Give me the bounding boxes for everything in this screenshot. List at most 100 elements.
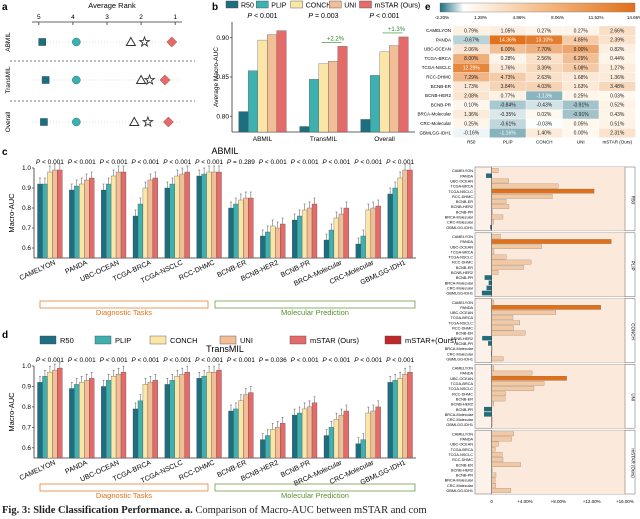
- heatmap-cell-value: 0.25%: [464, 121, 479, 127]
- panel-b-letter: b: [212, 2, 218, 13]
- bar-plip: [360, 235, 366, 259]
- panel-a-title: Average Rank: [88, 1, 136, 10]
- bar-r50: [292, 414, 298, 459]
- bar-uni: [338, 213, 345, 259]
- bar-r50: [196, 175, 202, 259]
- panel-c: c ABMIL 0.6 0.7 0.8 0.9 1.0 P < 0.001 CAMELYON P …: [2, 146, 416, 317]
- bar-mstar-ours-: [375, 205, 381, 259]
- bar-plip: [392, 380, 398, 459]
- panel-d: TransMIL 0.6 0.7 0.8 0.9 1.0 P < 0.001 CAMELYON…: [7, 344, 416, 500]
- bar-uni: [115, 374, 122, 459]
- improvement-bar: [485, 173, 492, 179]
- p-symbol: P: [354, 159, 359, 166]
- category-label: CAMELYON: [19, 259, 57, 282]
- p-value: P < 0.001: [386, 159, 414, 166]
- bar-mstar-ours-: [407, 371, 413, 459]
- legend-swatch: [149, 335, 167, 345]
- improvement-row-label: BCNB-ER: [456, 200, 473, 204]
- bar-plip: [74, 384, 80, 459]
- bar-mstar-ours-: [398, 36, 409, 133]
- bar-conch: [318, 63, 329, 133]
- improvement-row-label: BRCA-Molecular: [445, 479, 474, 483]
- heatmap-cell-value: 4.03%: [537, 84, 552, 90]
- bar-r50: [132, 408, 139, 459]
- figure-caption: Fig. 3: Slide Classification Performance…: [2, 505, 638, 519]
- p-symbol: P: [227, 357, 232, 364]
- bar-uni: [402, 169, 408, 259]
- improvement-bar: [491, 315, 514, 320]
- improvement-row-label: TCGA-BRCA: [451, 250, 474, 254]
- bar-plip: [105, 380, 112, 459]
- p-value: P < 0.001: [68, 357, 96, 364]
- bar-plip: [42, 376, 48, 459]
- y-tick-label: 0.85: [216, 74, 229, 81]
- panel-e: e -2.20% 1.28% 4.86% 8.06% 11.52% 14.66% CAMELY…: [417, 2, 640, 504]
- improvement-row-label: TCGA-NSCLC: [448, 190, 473, 194]
- y-tick-label: 0.7: [22, 225, 31, 232]
- improvement-bar: [491, 265, 524, 270]
- bar-plip: [328, 229, 335, 259]
- improvement-bar: [491, 436, 512, 442]
- improvement-row-label: TCGA-NSCLC: [448, 321, 473, 325]
- heatmap-row-label: GBMLGG-IDH1: [419, 130, 451, 135]
- bar-mstar-ours-: [216, 171, 222, 259]
- improvement-bar: [491, 483, 497, 488]
- bar-uni: [147, 179, 154, 259]
- bar-uni: [370, 410, 376, 459]
- bar-conch: [238, 400, 244, 459]
- improvement-row-label: BCNB-ER: [456, 463, 473, 467]
- improvement-group-label: PLIP: [631, 261, 636, 271]
- improvement-row-label: GBMLGG-IDH1: [446, 489, 473, 493]
- legend-swatch: [289, 335, 307, 345]
- heatmap-cell-value: 0.03%: [610, 93, 625, 99]
- legend-swatch: [225, 0, 239, 9]
- improvement-row-label: CAMELYON: [452, 432, 473, 436]
- panel-b-legend: R50 PLIP CONCH UNI mSTAR (Ours): [225, 0, 420, 10]
- heatmap-column-label: CONCH: [536, 140, 553, 145]
- p-value: P < 0.001: [68, 159, 96, 166]
- improvement-row-label: GBMLGG-IDH1: [446, 423, 473, 427]
- p-value: P < 0.001: [354, 159, 382, 166]
- bar-conch: [301, 408, 308, 459]
- mol-label: Molecular Prediction: [281, 491, 349, 500]
- bar-mstar-ours-: [89, 378, 95, 459]
- bar-conch: [206, 171, 212, 259]
- p-value: P < 0.001: [227, 357, 255, 364]
- bar-mstar-ours-: [216, 369, 222, 459]
- bar-conch: [79, 183, 85, 259]
- bar-uni: [275, 427, 281, 459]
- bar-uni: [243, 394, 249, 459]
- bar-r50: [355, 443, 361, 459]
- bar-mstar-ours-: [184, 371, 190, 459]
- legend-swatch: [329, 0, 342, 9]
- improvement-bar: [491, 183, 559, 189]
- heatmap-cell-value: 0.10%: [464, 103, 479, 109]
- bar-r50: [69, 189, 75, 259]
- improvement-bar: [491, 477, 496, 483]
- heatmap-cell-value: 2.56%: [537, 56, 552, 62]
- bar-r50: [37, 382, 43, 459]
- improvement-bar: [482, 335, 492, 341]
- y-tick-label: 0.7: [22, 425, 31, 432]
- bar-r50: [387, 382, 393, 459]
- p-symbol: P: [227, 159, 232, 166]
- heatmap-row-label: TCGA-NSCLC: [422, 65, 452, 70]
- heatmap-cell-value: -0.84%: [500, 103, 516, 109]
- p-symbol: P: [163, 159, 168, 166]
- improvement-bar: [491, 199, 507, 204]
- panel-a-tick-label: 4: [71, 14, 75, 21]
- bar-r50: [323, 435, 330, 459]
- bar-conch: [333, 217, 340, 259]
- improvement-bar: [491, 452, 503, 457]
- improvement-positive-zone: [491, 430, 625, 494]
- heatmap-row-label: TCGA-BRCA: [424, 56, 451, 61]
- improvement-row-label: BCNB-PR: [456, 276, 473, 280]
- bar-r50: [101, 386, 107, 459]
- p-symbol: P: [322, 357, 327, 364]
- bar-conch: [174, 376, 180, 459]
- bar-uni: [275, 227, 281, 259]
- y-tick-label: 0.8: [22, 404, 31, 411]
- bar-mstar-ours-: [407, 169, 413, 259]
- bar-mstar-ours-: [120, 171, 127, 259]
- p-symbol: P: [247, 13, 252, 20]
